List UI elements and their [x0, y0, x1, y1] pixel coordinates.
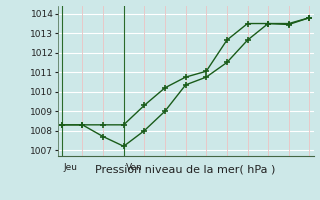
- Text: Ven: Ven: [126, 163, 142, 172]
- X-axis label: Pression niveau de la mer( hPa ): Pression niveau de la mer( hPa ): [95, 164, 276, 174]
- Text: Jeu: Jeu: [64, 163, 78, 172]
